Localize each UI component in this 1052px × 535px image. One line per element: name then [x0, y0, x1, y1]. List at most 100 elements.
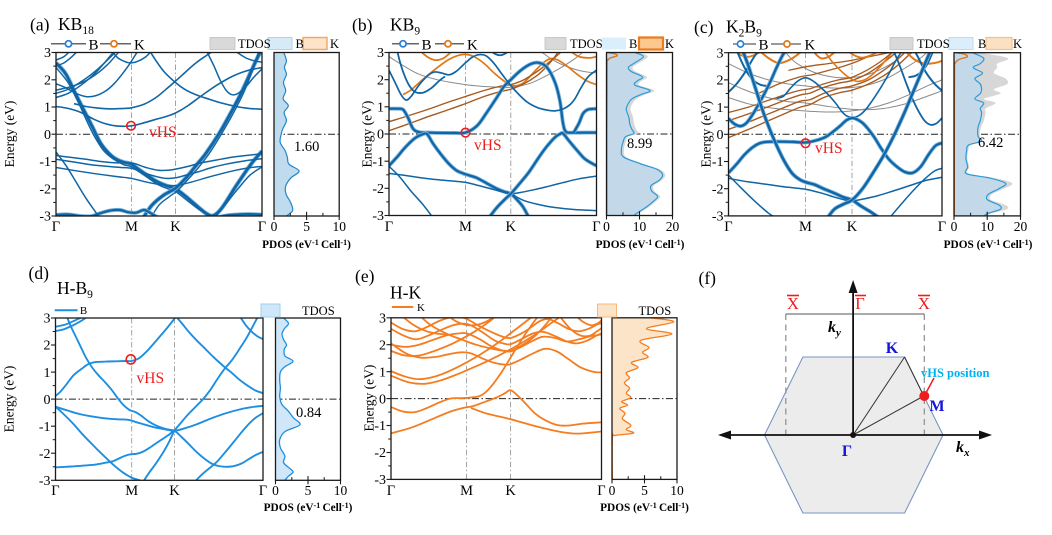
svg-text:vHS: vHS: [149, 124, 177, 141]
svg-text:1: 1: [44, 101, 51, 116]
svg-text:(a): (a): [30, 15, 50, 35]
svg-text:TDOS: TDOS: [570, 37, 603, 51]
svg-text:B: B: [978, 37, 986, 51]
svg-text:0: 0: [603, 219, 610, 234]
svg-text:PDOS (eV-1 Cell-1): PDOS (eV-1 Cell-1): [264, 501, 353, 514]
svg-text:K2B9: K2B9: [726, 17, 762, 40]
svg-text:1: 1: [379, 365, 386, 380]
svg-text:2: 2: [379, 338, 386, 353]
svg-text:-1: -1: [372, 155, 384, 170]
svg-text:vHS: vHS: [137, 370, 165, 387]
svg-text:vHS: vHS: [474, 137, 502, 154]
svg-text:2: 2: [44, 339, 51, 354]
svg-text:10: 10: [332, 219, 346, 234]
svg-text:KB9: KB9: [390, 15, 420, 38]
svg-text:Γ: Γ: [385, 219, 393, 235]
svg-text:3: 3: [44, 46, 51, 61]
svg-text:PDOS (eV-1 Cell-1): PDOS (eV-1 Cell-1): [600, 501, 689, 514]
svg-text:0: 0: [44, 393, 51, 408]
svg-text:-3: -3: [374, 473, 386, 488]
svg-text:(c): (c): [694, 17, 714, 37]
svg-text:B: B: [89, 37, 99, 53]
svg-text:3: 3: [717, 46, 724, 61]
svg-text:K: K: [417, 302, 425, 314]
svg-text:H-B9: H-B9: [57, 278, 93, 301]
svg-text:0: 0: [271, 219, 278, 234]
svg-text:2: 2: [44, 74, 51, 89]
svg-text:K: K: [506, 219, 517, 235]
svg-text:Energy (eV): Energy (eV): [2, 366, 17, 433]
svg-text:-2: -2: [372, 182, 384, 197]
svg-text:Energy (eV): Energy (eV): [362, 365, 377, 432]
svg-text:1.60: 1.60: [294, 139, 319, 155]
svg-text:B: B: [80, 305, 87, 317]
svg-text:B: B: [759, 38, 769, 54]
svg-text:6.42: 6.42: [978, 135, 1003, 151]
svg-text:0: 0: [44, 128, 51, 143]
svg-text:0: 0: [377, 128, 384, 143]
svg-text:1: 1: [44, 366, 51, 381]
svg-text:0: 0: [951, 219, 958, 234]
svg-text:3: 3: [379, 312, 386, 327]
svg-text:0: 0: [379, 392, 386, 407]
svg-text:K: K: [805, 38, 816, 54]
svg-text:10: 10: [670, 483, 684, 498]
svg-text:K: K: [134, 37, 145, 53]
svg-text:0: 0: [717, 128, 724, 143]
svg-text:K: K: [886, 340, 899, 357]
svg-text:-2: -2: [712, 182, 724, 197]
svg-text:K: K: [847, 219, 858, 235]
svg-text:0: 0: [272, 483, 279, 498]
svg-text:TDOS: TDOS: [302, 304, 335, 318]
svg-text:B: B: [296, 37, 304, 51]
svg-text:-3: -3: [712, 210, 724, 225]
svg-text:-2: -2: [39, 182, 51, 197]
svg-text:X: X: [918, 294, 930, 313]
svg-text:Γ: Γ: [938, 219, 946, 235]
svg-text:B: B: [629, 37, 637, 51]
svg-text:3: 3: [377, 46, 384, 61]
svg-text:0: 0: [609, 483, 616, 498]
svg-text:K: K: [1013, 37, 1022, 51]
svg-text:1: 1: [717, 101, 724, 116]
svg-text:M: M: [799, 219, 812, 235]
svg-text:10: 10: [633, 219, 647, 234]
svg-text:K: K: [170, 219, 181, 235]
svg-text:Energy (eV): Energy (eV): [2, 101, 17, 168]
svg-text:vHS position: vHS position: [921, 366, 989, 380]
svg-text:(f): (f): [699, 268, 717, 288]
svg-text:Energy (eV): Energy (eV): [360, 101, 375, 168]
svg-text:(e): (e): [355, 266, 375, 286]
svg-text:PDOS (eV-1 Cell-1): PDOS (eV-1 Cell-1): [944, 238, 1033, 251]
svg-text:(d): (d): [29, 263, 50, 283]
svg-text:Γ: Γ: [52, 219, 60, 235]
svg-text:-1: -1: [39, 420, 51, 435]
svg-text:10: 10: [334, 483, 348, 498]
svg-text:2: 2: [377, 73, 384, 88]
svg-text:X: X: [787, 294, 799, 313]
svg-text:TDOS: TDOS: [639, 304, 672, 318]
svg-text:PDOS (eV-1 Cell-1): PDOS (eV-1 Cell-1): [262, 238, 351, 251]
svg-text:(b): (b): [352, 15, 373, 35]
svg-text:10: 10: [980, 219, 994, 234]
svg-text:M: M: [125, 483, 138, 499]
svg-text:Γ: Γ: [597, 483, 605, 499]
svg-text:K: K: [665, 37, 674, 51]
svg-text:20: 20: [1014, 219, 1028, 234]
svg-text:Energy (eV): Energy (eV): [699, 101, 714, 168]
svg-text:Γ: Γ: [51, 483, 59, 499]
svg-text:K: K: [169, 483, 180, 499]
svg-text:PDOS (eV-1 Cell-1): PDOS (eV-1 Cell-1): [596, 238, 685, 251]
svg-text:K: K: [330, 37, 339, 51]
svg-text:3: 3: [44, 312, 51, 327]
svg-text:Γ: Γ: [855, 294, 865, 313]
svg-text:0.84: 0.84: [296, 405, 322, 421]
svg-text:vHS: vHS: [815, 140, 843, 157]
svg-text:K: K: [505, 483, 516, 499]
svg-text:-2: -2: [374, 446, 386, 461]
svg-text:-1: -1: [374, 419, 386, 434]
svg-text:20: 20: [666, 219, 680, 234]
svg-text:Γ: Γ: [259, 483, 267, 499]
svg-text:Γ: Γ: [387, 483, 395, 499]
svg-text:TDOS: TDOS: [238, 37, 271, 51]
